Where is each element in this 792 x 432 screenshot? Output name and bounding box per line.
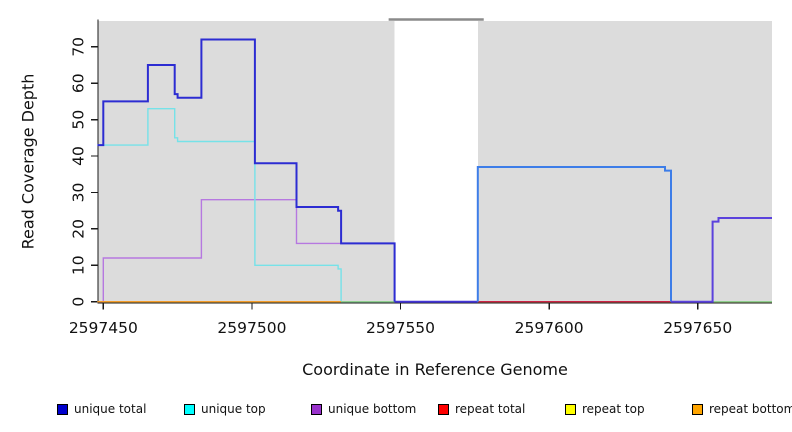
legend-item-unique-top: unique top [184, 401, 266, 417]
x-axis-title: Coordinate in Reference Genome [302, 360, 568, 379]
legend-label: repeat top [582, 402, 645, 416]
covered-region-1 [97, 20, 395, 304]
x-axis-tick-label: 2597450 [69, 319, 138, 337]
legend-item-repeat-top: repeat top [565, 401, 645, 417]
legend-item-repeat-bottom: repeat bottom [692, 401, 792, 417]
y-axis-tick-label: 20 [70, 219, 88, 239]
y-axis-tick-label: 70 [70, 37, 88, 57]
y-axis-title: Read Coverage Depth [18, 73, 38, 250]
legend-swatch [565, 403, 576, 415]
series-segment [97, 108, 395, 303]
legend-swatch [57, 403, 68, 415]
legend-label: unique top [201, 402, 266, 416]
legend-item-unique-total: unique total [57, 401, 146, 417]
legend-label: repeat total [455, 402, 526, 416]
x-axis-tick-label: 2597600 [515, 319, 584, 337]
legend-item-repeat-total: repeat total [438, 401, 525, 417]
series-segment [476, 166, 672, 302]
legend-swatch [692, 403, 703, 415]
x-axis-tick-label: 2597550 [366, 319, 435, 337]
series-segment [671, 217, 772, 303]
legend-item-unique-bottom: unique bottom [311, 401, 416, 417]
legend-swatch [184, 403, 195, 415]
x-axis-tick-label: 2597650 [663, 319, 732, 337]
y-axis-tick-label: 30 [70, 183, 88, 203]
series-unique-top [97, 108, 395, 303]
y-axis-tick-label: 0 [70, 297, 88, 307]
legend-label: unique total [74, 402, 147, 416]
legend-swatch [311, 403, 322, 415]
legend: unique total unique top unique bottom repea… [0, 399, 792, 423]
legend-label: repeat bottom [709, 402, 792, 416]
series-segment [97, 38, 396, 302]
y-axis-tick-label: 40 [70, 146, 88, 166]
y-axis-tick-label: 50 [70, 110, 88, 130]
legend-label: unique bottom [328, 402, 417, 416]
y-axis-tick-label: 60 [70, 73, 88, 93]
series-unique-total [97, 38, 772, 303]
covered-region-2 [477, 20, 772, 304]
legend-swatch [438, 403, 449, 415]
x-axis-tick-label: 2597500 [217, 319, 286, 337]
y-axis-tick-label: 10 [70, 255, 88, 275]
